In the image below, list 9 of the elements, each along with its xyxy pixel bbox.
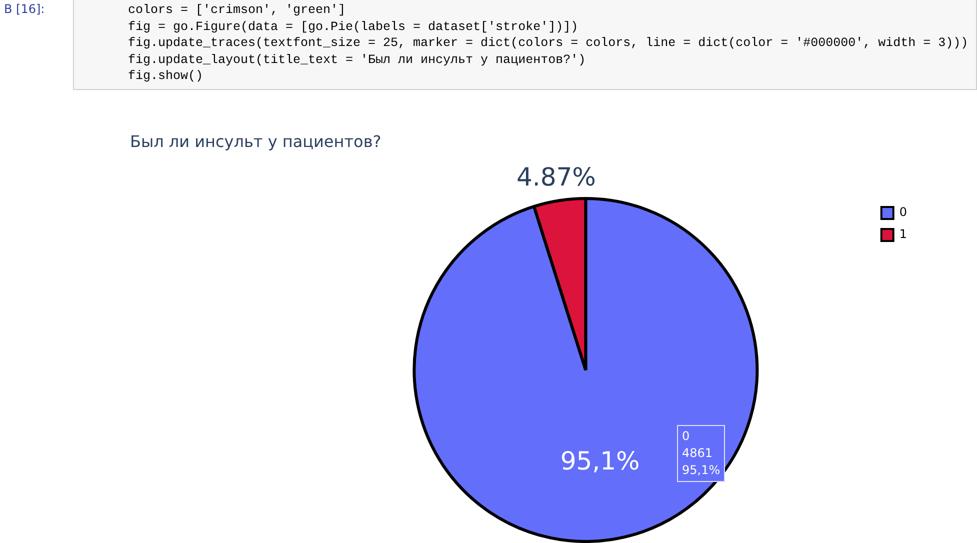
text: Был ли инсульт у пациентов? xyxy=(130,132,382,151)
data-label: 95,1% xyxy=(560,446,640,476)
slice-label: 0 xyxy=(682,429,690,443)
text: 4861 95,1% xyxy=(682,446,720,477)
legend-label: 1 xyxy=(899,227,908,242)
text: colors = ['crimson', 'green'] fig = go.Figure(data = [go.Pie(labels = dataset['stroke'])]) fig.update_traces(textfont_size = 25, marker = dict(colors = colors, line = dict(color = '#000000', width = 3))) fig.update_layout(title_text = 'Был ли инсульт у пациентов?') fig.show() xyxy=(127,2,970,84)
data-label: 4.87% xyxy=(516,162,596,192)
legend-label: 0 xyxy=(899,205,908,220)
text: В [16]: xyxy=(4,2,45,16)
